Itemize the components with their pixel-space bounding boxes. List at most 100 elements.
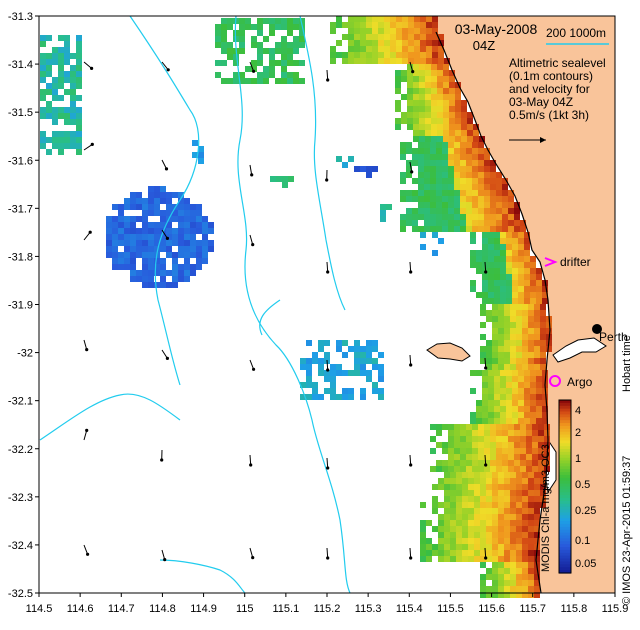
chl-pixel [360,388,366,394]
chl-pixel [522,472,528,478]
chl-pixel [436,430,442,436]
chl-pixel [40,41,46,47]
colorbar-segment [559,538,571,542]
chl-pixel [454,160,460,166]
chl-pixel [426,40,432,46]
chl-pixel [522,574,528,580]
chl-pixel [420,550,426,556]
chl-pixel [486,520,492,526]
chl-pixel [366,52,372,58]
chl-pixel [52,119,58,125]
chl-pixel [466,460,472,466]
chl-pixel [40,143,46,149]
chl-pixel [508,454,514,460]
chl-pixel [498,520,504,526]
chl-pixel [524,244,530,250]
chl-pixel [498,586,504,592]
chl-pixel [530,292,536,298]
chl-pixel [436,142,442,148]
chl-pixel [269,18,275,24]
chl-pixel [534,574,540,580]
chl-pixel [413,136,419,142]
contour-line [299,15,346,311]
chl-pixel [534,526,540,532]
chl-pixel [130,222,136,228]
chl-pixel [524,262,530,268]
chl-pixel [466,208,472,214]
chl-pixel [221,78,227,84]
chl-pixel [444,472,450,478]
chl-pixel [470,388,476,394]
chl-pixel [518,256,524,262]
chl-pixel [414,16,420,22]
chl-pixel [263,72,269,78]
chl-pixel [480,514,486,520]
chl-pixel [287,72,293,78]
chl-pixel [419,106,425,112]
chl-pixel [444,544,450,550]
chl-pixel [184,240,190,246]
chl-pixel [130,252,136,258]
chl-pixel [257,18,263,24]
chl-pixel [148,234,154,240]
chl-pixel [360,166,366,172]
velocity-arrow [83,61,92,69]
chl-pixel [500,232,506,238]
chl-pixel [502,226,508,232]
chl-pixel [196,228,202,234]
chl-pixel [372,28,378,34]
velocity-arrow-head [409,556,413,560]
chl-pixel [130,228,136,234]
chl-pixel [456,526,462,532]
chl-pixel [498,340,504,346]
velocity-arrow [409,61,414,72]
chl-pixel [467,136,473,142]
chl-pixel [64,77,70,83]
chl-pixel [190,222,196,228]
chl-pixel [530,262,536,268]
chl-pixel [444,502,450,508]
chl-pixel [524,370,530,376]
chl-pixel [504,484,510,490]
chl-pixel [460,220,466,226]
chl-pixel [76,53,82,59]
chl-pixel [437,118,443,124]
velocity-arrow [326,359,329,371]
chl-pixel [508,442,514,448]
chl-pixel [221,60,227,66]
chl-pixel [118,228,124,234]
chl-pixel [420,532,426,538]
chl-pixel [500,298,506,304]
chl-pixel [528,490,534,496]
chl-pixel [330,58,336,64]
chl-pixel [504,358,510,364]
chl-pixel [498,328,504,334]
chl-pixel [184,234,190,240]
chl-pixel [190,228,196,234]
velocity-arrow-head [484,556,488,560]
chl-pixel [330,376,336,382]
chl-pixel [281,36,287,42]
chl-pixel [40,35,46,41]
chl-pixel [360,22,366,28]
chl-pixel [430,466,436,472]
chl-pixel [418,172,424,178]
chl-pixel [142,252,148,258]
chl-pixel [52,89,58,95]
chl-pixel [160,276,166,282]
chl-pixel [540,364,546,370]
chl-pixel [524,406,530,412]
chl-pixel [444,496,450,502]
chl-pixel [474,514,480,520]
chl-pixel [106,228,112,234]
chl-pixel [251,36,257,42]
chl-pixel [454,214,460,220]
chl-pixel [528,574,534,580]
chl-pixel [510,484,516,490]
chl-pixel [318,370,324,376]
chl-pixel [372,16,378,22]
chl-pixel [312,382,318,388]
chl-pixel [490,196,496,202]
chl-pixel [245,66,251,72]
